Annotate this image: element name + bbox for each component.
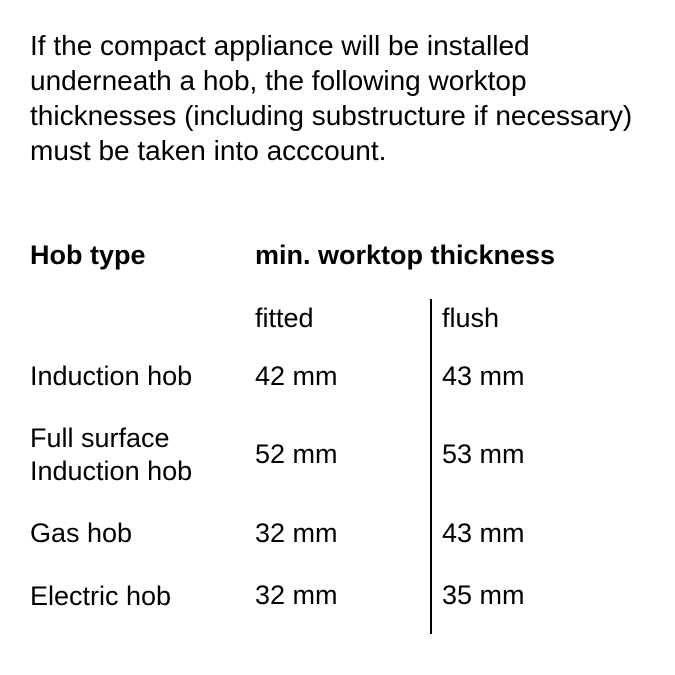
row-label: Full surface Induction hob <box>30 414 255 509</box>
row-flush: 43 mm <box>430 509 605 571</box>
empty-cell <box>30 299 255 352</box>
row-label: Electric hob <box>30 572 255 634</box>
row-flush: 35 mm <box>430 572 605 634</box>
header-hob-type: Hob type <box>30 240 255 299</box>
header-min-thickness: min. worktop thickness <box>255 240 605 299</box>
intro-paragraph: If the compact appliance will be install… <box>30 28 645 168</box>
row-fitted: 42 mm <box>255 352 430 414</box>
row-flush: 53 mm <box>430 414 605 509</box>
subheader-flush: flush <box>430 299 605 352</box>
row-fitted: 52 mm <box>255 414 430 509</box>
subheader-fitted: fitted <box>255 299 430 352</box>
row-label: Induction hob <box>30 352 255 414</box>
row-label: Gas hob <box>30 509 255 571</box>
row-fitted: 32 mm <box>255 509 430 571</box>
row-fitted: 32 mm <box>255 572 430 634</box>
row-flush: 43 mm <box>430 352 605 414</box>
thickness-table: Hob type min. worktop thickness fitted f… <box>30 240 645 634</box>
